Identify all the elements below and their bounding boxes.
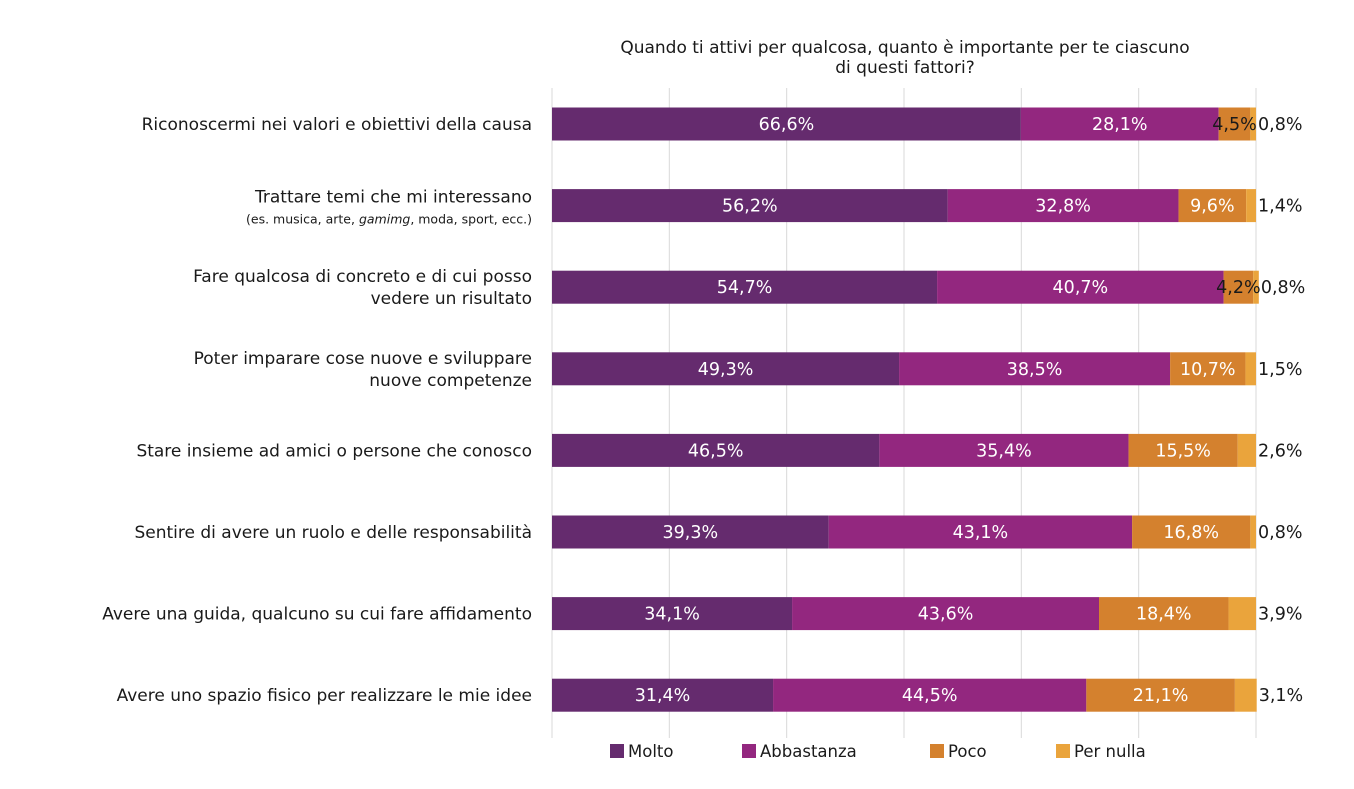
category-sublabel-part: , moda, sport, ecc.) <box>410 212 532 227</box>
category-sublabel: (es. musica, arte, gamimg, moda, sport, … <box>246 212 532 227</box>
bar-segment-per-nulla <box>1245 352 1256 386</box>
bar-segment-abbastanza <box>828 515 1133 549</box>
data-label: 16,8% <box>1163 523 1219 543</box>
data-label: 28,1% <box>1092 115 1148 135</box>
bar-segment-poco <box>1128 433 1238 467</box>
category-label: Stare insieme ad amici o persone che con… <box>136 441 532 461</box>
category-label: nuove competenze <box>369 371 532 391</box>
bars <box>552 107 1259 712</box>
data-label: 66,6% <box>759 115 815 135</box>
data-label: 3,1% <box>1259 686 1303 706</box>
data-label: 31,4% <box>635 686 691 706</box>
bar-segment-per-nulla <box>1228 597 1256 631</box>
bar-segment-abbastanza <box>937 270 1224 304</box>
data-label: 21,1% <box>1133 686 1189 706</box>
data-label: 38,5% <box>1007 360 1063 380</box>
category-label: Avere una guida, qualcuno su cui fare af… <box>102 605 532 625</box>
legend-swatch <box>610 744 624 758</box>
chart-title-line-1: Quando ti attivi per qualcosa, quanto è … <box>620 38 1189 58</box>
data-label: 0,8% <box>1261 278 1305 298</box>
category-label: Avere uno spazio fisico per realizzare l… <box>117 686 532 706</box>
data-label: 43,1% <box>953 523 1009 543</box>
data-label: 0,8% <box>1258 115 1302 135</box>
data-label: 35,4% <box>976 441 1032 461</box>
legend-swatch <box>742 744 756 758</box>
data-label: 0,8% <box>1258 523 1302 543</box>
legend-label: Per nulla <box>1074 742 1146 761</box>
data-label: 1,5% <box>1258 360 1302 380</box>
data-label: 32,8% <box>1035 197 1091 217</box>
data-label: 40,7% <box>1053 278 1109 298</box>
bar-segment-per-nulla <box>1250 107 1256 141</box>
data-label: 4,5% <box>1212 115 1256 135</box>
category-sublabel-part: gamimg <box>359 212 410 227</box>
bar-segment-abbastanza <box>879 433 1129 467</box>
legend-label: Abbastanza <box>760 742 857 761</box>
bar-segment-abbastanza <box>1020 107 1219 141</box>
data-label: 4,2% <box>1216 278 1260 298</box>
grid-lines <box>551 88 1257 738</box>
bar-segment-molto <box>552 352 900 386</box>
bar-segment-poco <box>1099 597 1229 631</box>
data-label: 34,1% <box>644 605 700 625</box>
bar-segment-abbastanza <box>773 678 1087 712</box>
data-label: 15,5% <box>1155 441 1211 461</box>
bar-segment-abbastanza <box>899 352 1171 386</box>
category-label: Riconoscermi nei valori e obiettivi dell… <box>142 115 532 135</box>
data-label: 49,3% <box>698 360 754 380</box>
bar-segment-molto <box>552 189 948 223</box>
bar-segment-molto <box>552 597 793 631</box>
data-label: 2,6% <box>1258 441 1302 461</box>
category-label: Poter imparare cose nuove e sviluppare <box>194 349 532 369</box>
bar-segment-per-nulla <box>1237 433 1256 467</box>
data-labels: 66,6% 28,1% 4,5% 0,8%56,2% 32,8% 9,6% 1,4%54,7… <box>635 115 1306 706</box>
category-label: Trattare temi che mi interessano <box>254 188 532 208</box>
bar-segment-molto <box>552 678 774 712</box>
data-label: 9,6% <box>1190 197 1234 217</box>
legend-label: Poco <box>948 742 987 761</box>
bar-segment-per-nulla <box>1253 270 1259 304</box>
category-labels: Riconoscermi nei valori e obiettivi dell… <box>102 115 532 706</box>
bar-segment-abbastanza <box>792 597 1100 631</box>
bar-segment-per-nulla <box>1234 678 1257 712</box>
bar-segment-poco <box>1086 678 1235 712</box>
bar-segment-molto <box>552 107 1021 141</box>
category-label: Sentire di avere un ruolo e delle respon… <box>134 523 532 543</box>
data-label: 39,3% <box>663 523 719 543</box>
category-label: vedere un risultato <box>371 289 532 309</box>
legend-swatch <box>1056 744 1070 758</box>
legend-label: Molto <box>628 742 673 761</box>
bar-segment-molto <box>552 433 880 467</box>
legend: Molto Abbastanza Poco Per nulla <box>610 742 1146 761</box>
data-label: 3,9% <box>1258 605 1302 625</box>
data-label: 46,5% <box>688 441 744 461</box>
category-label: Fare qualcosa di concreto e di cui posso <box>193 267 532 287</box>
bar-segment-molto <box>552 515 829 549</box>
bar-segment-poco <box>1132 515 1251 549</box>
bar-segment-poco <box>1170 352 1246 386</box>
data-label: 54,7% <box>717 278 773 298</box>
bar-segment-per-nulla <box>1246 189 1256 223</box>
bar-segment-poco <box>1178 189 1247 223</box>
legend-swatch <box>930 744 944 758</box>
category-sublabel-part: (es. musica, arte, <box>246 212 359 227</box>
chart-title-line-2: di questi fattori? <box>835 58 974 78</box>
bar-segment-abbastanza <box>947 189 1179 223</box>
bar-segment-poco <box>1218 107 1251 141</box>
bar-segment-poco <box>1223 270 1254 304</box>
bar-segment-molto <box>552 270 938 304</box>
data-label: 56,2% <box>722 197 778 217</box>
data-label: 18,4% <box>1136 605 1192 625</box>
data-label: 43,6% <box>918 605 974 625</box>
bar-segment-per-nulla <box>1250 515 1256 549</box>
data-label: 10,7% <box>1180 360 1236 380</box>
data-label: 44,5% <box>902 686 958 706</box>
data-label: 1,4% <box>1258 197 1302 217</box>
